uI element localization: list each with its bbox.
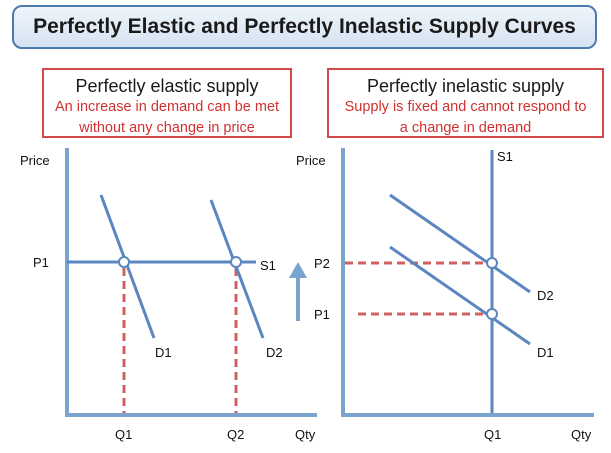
inelastic-demand-curve-d2: [389, 193, 531, 294]
elastic-description-line2: without any change in price: [79, 120, 255, 136]
up-arrow-icon: [289, 262, 307, 321]
elastic-heading: Perfectly elastic supply: [75, 76, 259, 96]
inelastic-demand-curve-d1: [389, 245, 531, 346]
inelastic-x-axis-label: Qty: [571, 427, 592, 442]
inelastic-supply-label: S1: [497, 149, 513, 164]
elastic-supply-label: S1: [260, 258, 276, 273]
elastic-demand-label-d2: D2: [266, 345, 283, 360]
elastic-demand-curve-d2: [209, 199, 265, 339]
inelastic-price-label-p1: P1: [314, 307, 330, 322]
inelastic-demand-label-d1: D1: [537, 345, 554, 360]
elastic-demand-label-d1: D1: [155, 345, 172, 360]
elastic-equilibrium-point-2: [230, 256, 242, 268]
inelastic-caption-box: Perfectly inelastic supply Supply is fix…: [327, 68, 604, 138]
inelastic-description-line1: Supply is fixed and cannot respond to: [344, 99, 587, 115]
inelastic-price-label-p2: P2: [314, 256, 330, 271]
inelastic-equilibrium-point-2: [486, 257, 498, 269]
inelastic-description-line2: a change in demand: [399, 120, 532, 136]
inelastic-y-axis-label: Price: [296, 153, 326, 168]
elastic-equilibrium-point-1: [118, 256, 130, 268]
elastic-y-axis-label: Price: [20, 153, 50, 168]
elastic-quantity-label-q2: Q2: [227, 427, 244, 442]
elastic-caption-box: Perfectly elastic supply An increase in …: [42, 68, 292, 138]
elastic-quantity-label-q1: Q1: [115, 427, 132, 442]
elastic-x-axis-label: Qty: [295, 427, 316, 442]
elastic-description-line1: An increase in demand can be met: [54, 99, 280, 115]
inelastic-demand-label-d2: D2: [537, 288, 554, 303]
inelastic-equilibrium-point-1: [486, 308, 498, 320]
inelastic-heading: Perfectly inelastic supply: [366, 76, 565, 96]
inelastic-quantity-label-q1: Q1: [484, 427, 501, 442]
elastic-panel: Price P1 S1 D1 D2 Q1 Q2 Qty: [20, 148, 317, 442]
elastic-price-label: P1: [33, 255, 49, 270]
inelastic-panel: Price S1 P2 P1 D2 D1 Q1 Qty: [296, 148, 594, 442]
diagram-title: Perfectly Elastic and Perfectly Inelasti…: [12, 5, 597, 49]
